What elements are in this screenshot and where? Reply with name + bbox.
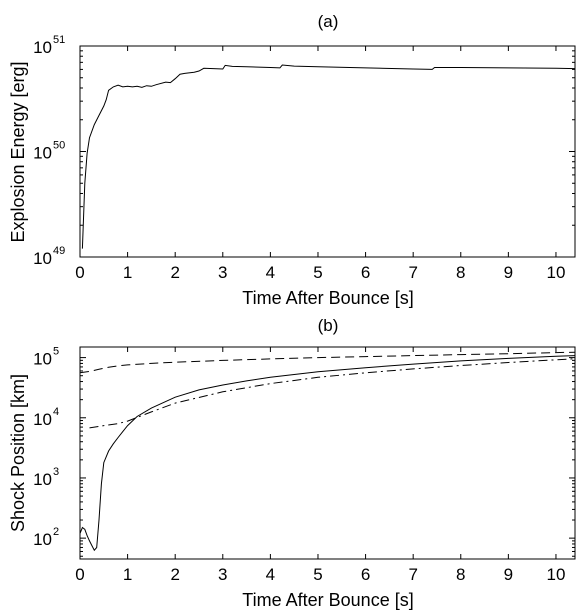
panel-a-axes-frame <box>79 45 576 258</box>
panel-b-xtick-label: 0 <box>75 565 84 584</box>
panel-b-series-dashdot-line <box>89 358 576 429</box>
panel-a-xtick-label: 10 <box>547 263 566 282</box>
panel-a-xtick-label: 1 <box>123 263 132 282</box>
panel-a-xtick-label: 0 <box>75 263 84 282</box>
panel-b-ytick-exponent: 4 <box>53 406 59 418</box>
panel-a-ytick-exponent: 49 <box>53 245 65 257</box>
panel-a-title: (a) <box>318 12 339 31</box>
panel-a-ytick-label: 10 <box>33 249 52 268</box>
panel-b-xtick-label: 5 <box>313 565 322 584</box>
panel-b-xtick-label: 8 <box>456 565 465 584</box>
panel-b-ylabel: Shock Position [km] <box>8 374 28 532</box>
panel-b-xtick-label: 6 <box>361 565 370 584</box>
panel-b-xtick-label: 10 <box>547 565 566 584</box>
panel-b-ytick-label: 10 <box>33 350 52 369</box>
panel-b-xtick-label: 1 <box>123 565 132 584</box>
panel-a-ytick-label: 10 <box>33 38 52 57</box>
panel-b-xtick-label: 7 <box>408 565 417 584</box>
panel-a-xtick-label: 4 <box>266 263 275 282</box>
panel-b-series-dashed-line <box>79 351 576 374</box>
panel-a-xtick-label: 3 <box>218 263 227 282</box>
panel-b-xtick-label: 4 <box>266 565 275 584</box>
panel-a-ytick-label: 10 <box>33 144 52 163</box>
panel-a-xtick-label: 8 <box>456 263 465 282</box>
panel-b-xtick-label: 3 <box>218 565 227 584</box>
panel-b-series-solid-line <box>79 355 576 552</box>
panel-b-ytick-label: 10 <box>33 410 52 429</box>
panel-a-series-solid-line <box>81 64 576 249</box>
panel-a-ylabel: Explosion Energy [erg] <box>8 61 28 242</box>
panel-a-xtick-label: 2 <box>170 263 179 282</box>
panel-a-series <box>81 64 576 249</box>
panel-a-xtick-label: 5 <box>313 263 322 282</box>
panel-a-xtick-label: 7 <box>408 263 417 282</box>
panel-a-xtick-label: 9 <box>504 263 513 282</box>
panel-b-ytick-exponent: 2 <box>53 526 59 538</box>
panel-b-xtick-label: 9 <box>504 565 513 584</box>
panel-a-ytick-exponent: 50 <box>53 140 65 152</box>
panel-a-xlabel: Time After Bounce [s] <box>242 288 413 308</box>
panel-b-ytick-label: 10 <box>33 530 52 549</box>
panel-b-ytick-exponent: 5 <box>53 346 59 358</box>
panel-b-ytick-label: 10 <box>33 470 52 489</box>
panel-a-ytick-exponent: 51 <box>53 34 65 46</box>
panel-b-title: (b) <box>318 316 339 335</box>
panel-b-xlabel: Time After Bounce [s] <box>242 590 413 610</box>
panel-b-series <box>79 351 576 552</box>
panel-a-xtick-label: 6 <box>361 263 370 282</box>
panel-b-axes-frame <box>79 346 576 560</box>
panel-b-xtick-label: 2 <box>170 565 179 584</box>
panel-b-ytick-exponent: 3 <box>53 466 59 478</box>
